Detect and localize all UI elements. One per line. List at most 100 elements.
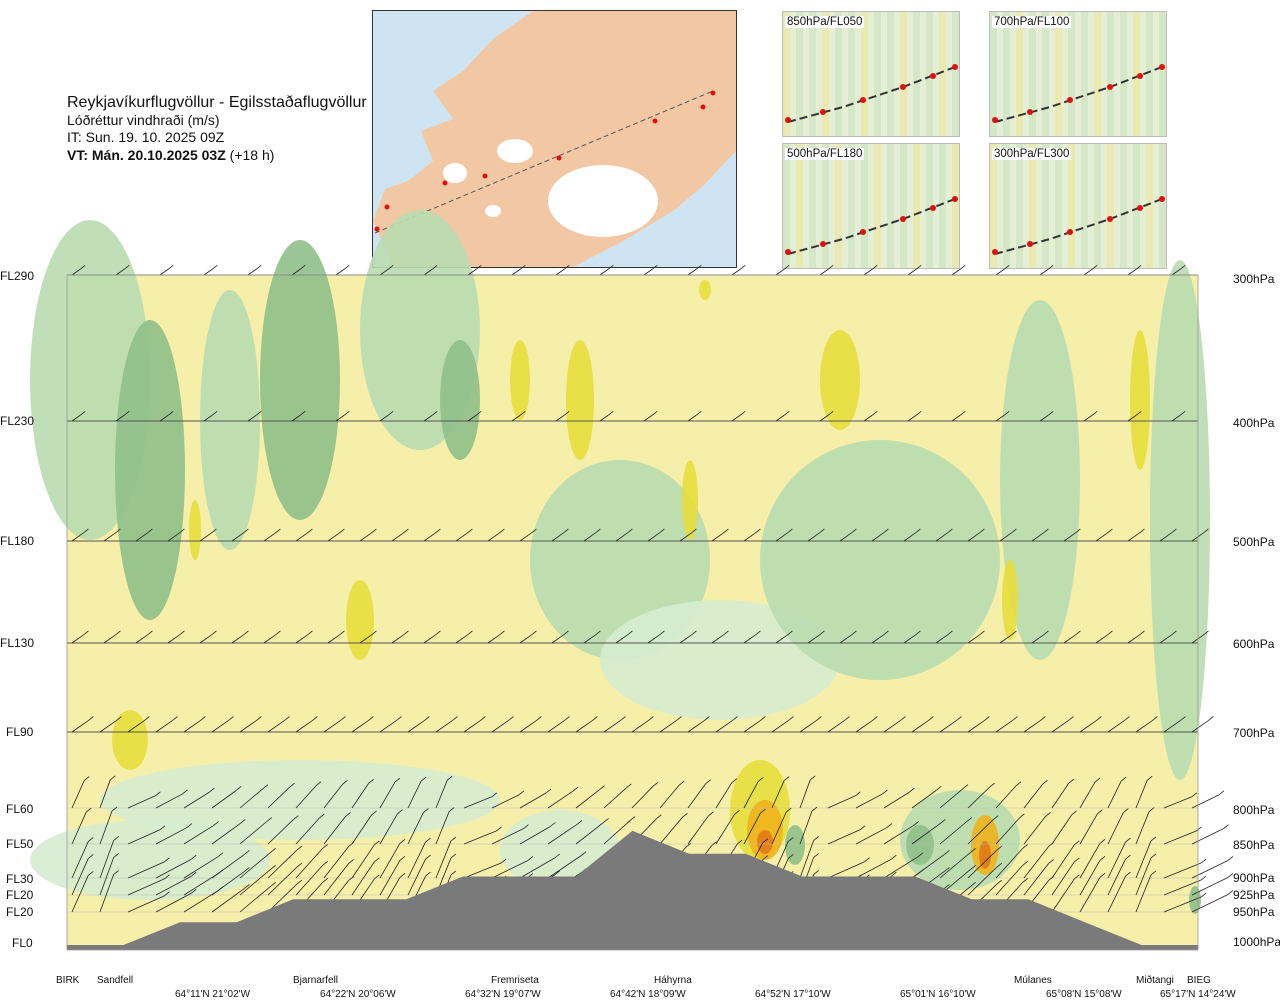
wind-barb: [1191, 824, 1229, 845]
panel-field-stripe: [1081, 144, 1088, 268]
panel-field-stripe: [939, 12, 946, 136]
wind-barb: [679, 528, 697, 542]
wind-barb: [659, 812, 688, 845]
wind-barb: [659, 716, 682, 733]
wind-barb: [391, 528, 409, 542]
field-cell: [510, 340, 530, 420]
wind-barb: [291, 264, 306, 276]
panel-field-stripe: [874, 144, 881, 268]
field-cell: [757, 830, 773, 854]
plot-frame: [66, 274, 1199, 951]
wind-barb: [127, 891, 170, 913]
wind-barb: [575, 785, 605, 809]
station-label-3: Fremriseta: [491, 975, 539, 986]
wind-barb: [99, 853, 119, 896]
wind-barb: [995, 860, 1029, 896]
fl-label-9: FL20: [6, 905, 34, 919]
field-cell: [1130, 330, 1150, 470]
wind-barb: [827, 825, 866, 845]
wind-barb: [267, 716, 290, 733]
wind-barb: [155, 854, 197, 879]
wind-barb: [463, 858, 507, 879]
panel-field-stripe: [861, 144, 868, 268]
wind-barb: [1039, 410, 1054, 422]
panel-route-point: [1027, 109, 1033, 115]
wind-barb: [71, 871, 94, 913]
wind-barb: [159, 410, 174, 422]
wind-barb: [939, 784, 969, 809]
panel-field-stripe: [1016, 144, 1023, 268]
wind-barb: [599, 410, 614, 422]
panel-field-stripe: [1094, 12, 1101, 136]
wind-barb: [995, 781, 1022, 809]
wind-barb: [267, 845, 303, 879]
pressure-label-0: 300hPa: [1233, 272, 1275, 286]
wind-barb: [267, 879, 303, 913]
panel-field-stripe: [1016, 12, 1023, 136]
panel-field-stripe: [1146, 144, 1153, 268]
wind-barb: [127, 857, 170, 879]
wind-barb: [379, 809, 403, 845]
panel-300: 300hPa/FL300: [989, 143, 1167, 269]
wind-barb: [1135, 870, 1157, 913]
panel-300-label: 300hPa/FL300: [992, 148, 1072, 160]
coord-label-1: 64°22'N 20°06'W: [320, 989, 396, 1000]
wind-barb: [775, 410, 790, 422]
field-cell: [30, 820, 270, 900]
wind-barb: [775, 630, 793, 644]
pressure-label-10: 1000hPa: [1233, 935, 1280, 949]
wind-barb: [807, 528, 825, 542]
fl-label-8: FL20: [6, 888, 34, 902]
field-cell: [115, 320, 185, 620]
wind-barb: [263, 630, 281, 644]
wind-barb: [247, 410, 262, 422]
wind-barb: [335, 264, 350, 276]
wind-barb: [183, 787, 215, 809]
wind-barb: [871, 528, 889, 542]
glacier-small: [485, 205, 501, 217]
wind-barb: [231, 528, 249, 542]
pressure-label-4: 700hPa: [1233, 726, 1275, 740]
panel-field-stripe: [900, 12, 907, 136]
panel-field-stripe: [990, 12, 997, 136]
wind-barb: [407, 776, 427, 809]
panel-850: 850hPa/FL050: [782, 11, 960, 137]
wind-barb: [127, 791, 161, 809]
wind-barb: [799, 716, 822, 733]
wind-barb: [323, 716, 346, 733]
wind-barb: [939, 817, 973, 845]
wind-barb: [487, 528, 505, 542]
wind-barb: [903, 528, 921, 542]
field-cell: [682, 460, 698, 540]
wind-barb: [1095, 528, 1113, 542]
wind-barb: [1135, 853, 1157, 896]
coord-label-6: 65°08'N 15°08'W: [1046, 989, 1122, 1000]
fl-label-2: FL180: [0, 534, 35, 548]
wind-barb: [247, 264, 262, 276]
wind-barb: [1051, 778, 1075, 809]
wind-barb: [1079, 716, 1102, 733]
wind-barb: [775, 528, 793, 542]
wind-barb: [239, 881, 276, 913]
wind-barb: [167, 630, 185, 644]
wind-barb: [615, 528, 633, 542]
wind-barb: [995, 264, 1010, 276]
wind-barb: [647, 528, 665, 542]
panel-field-stripe: [848, 144, 855, 268]
wind-barb: [883, 716, 906, 733]
wind-barb: [1135, 807, 1155, 845]
wind-barb: [211, 819, 246, 845]
field-cell: [785, 825, 805, 865]
wind-barb: [407, 808, 429, 845]
wind-barb: [907, 410, 922, 422]
wind-barb: [155, 789, 188, 809]
panel-route-point: [1067, 97, 1073, 103]
fl-label-10: FL0: [12, 936, 33, 950]
wind-barb: [819, 264, 834, 276]
fl-label-0: FL290: [0, 269, 35, 283]
wind-barb: [379, 856, 406, 896]
wind-barb: [1135, 716, 1158, 733]
wind-barb: [423, 528, 441, 542]
route-point: [652, 118, 658, 124]
wind-barb: [1023, 842, 1054, 879]
